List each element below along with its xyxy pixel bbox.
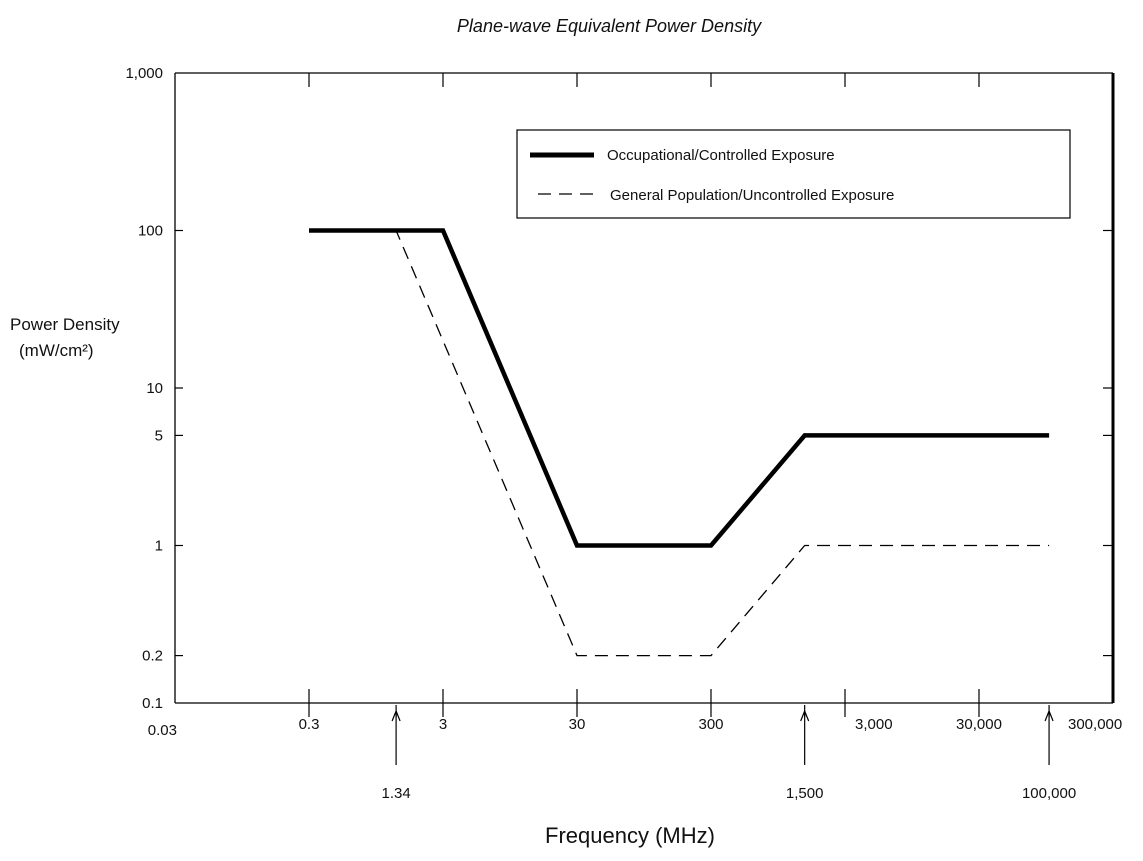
legend-box — [517, 130, 1070, 218]
x-tick-label-0-03: 0.03 — [148, 722, 177, 739]
x-tick-label-0-3: 0.3 — [299, 716, 320, 733]
y-axis-title-line2: (mW/cm²) — [19, 341, 94, 360]
x-tick-label-30-000: 30,000 — [956, 716, 1002, 733]
y-tick-label-1: 1 — [155, 538, 163, 555]
legend-label-general: General Population/Uncontrolled Exposure — [610, 187, 894, 204]
x-tick-label-300: 300 — [698, 716, 723, 733]
y-tick-label-0-2: 0.2 — [142, 648, 163, 665]
annotation-label-100-000: 100,000 — [1022, 785, 1076, 802]
x-tick-label-30: 30 — [569, 716, 586, 733]
y-axis-title-line1: Power Density — [10, 315, 120, 334]
y-tick-label-5: 5 — [155, 427, 163, 444]
y-tick-label-100: 100 — [138, 223, 163, 240]
legend-label-occupational: Occupational/Controlled Exposure — [607, 147, 835, 164]
x-tick-label-3-000: 3,000 — [855, 716, 893, 733]
series-occupational-line — [309, 231, 1049, 546]
annotation-label-1-34: 1.34 — [381, 785, 410, 802]
y-tick-label-1-000: 1,000 — [125, 65, 163, 82]
annotation-label-1-500: 1,500 — [786, 785, 824, 802]
y-tick-label-10: 10 — [146, 380, 163, 397]
chart-title: Plane-wave Equivalent Power Density — [457, 16, 762, 36]
legend: Occupational/Controlled Exposure General… — [517, 130, 1070, 218]
x-tick-label-3: 3 — [439, 716, 447, 733]
series-general-population-line — [309, 231, 1049, 656]
series-layer — [309, 231, 1049, 656]
y-tick-label-0-1: 0.1 — [142, 695, 163, 712]
x-axis-title: Frequency (MHz) — [545, 823, 715, 848]
x-tick-label-300-000: 300,000 — [1068, 716, 1122, 733]
